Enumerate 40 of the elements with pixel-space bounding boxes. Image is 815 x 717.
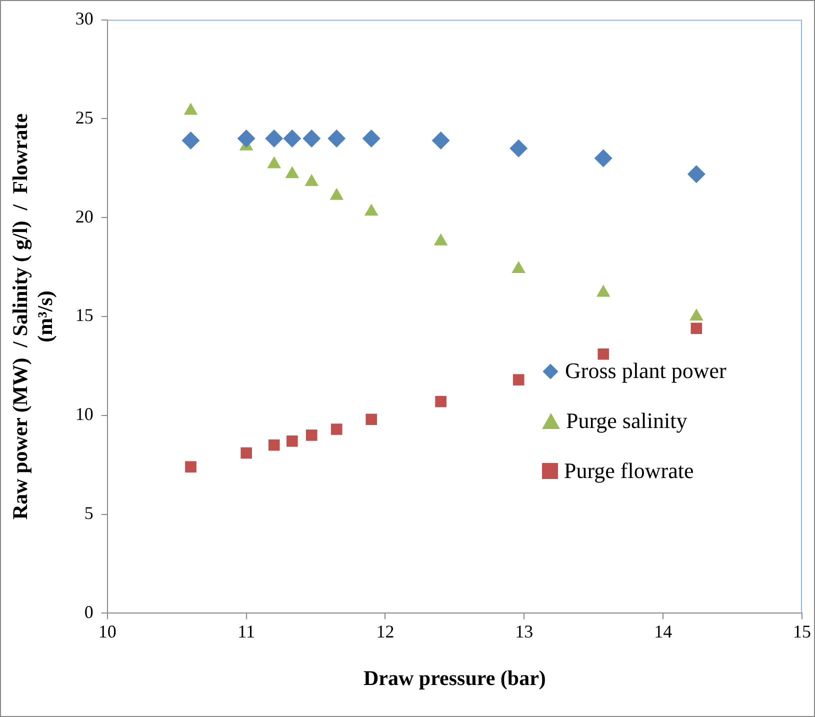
- point: [237, 129, 256, 148]
- point: [690, 322, 702, 334]
- point: [435, 396, 446, 408]
- point: [510, 139, 528, 158]
- point: [366, 414, 378, 426]
- point: [512, 374, 524, 386]
- point: [598, 348, 609, 360]
- point: [283, 129, 302, 148]
- legend-label: Gross plant power: [565, 358, 726, 384]
- x-tick-label: 10: [98, 622, 116, 642]
- point: [268, 439, 280, 451]
- point: [594, 149, 612, 168]
- point: [306, 430, 318, 441]
- point: [182, 131, 200, 150]
- point: [362, 129, 380, 148]
- y-tick-label: 20: [75, 206, 94, 226]
- y-tick-label: 10: [75, 404, 94, 424]
- y-tick-label: 5: [84, 503, 94, 524]
- y-axis-title: Raw power (MW) / Salinity ( g/l) / Flowrate (m³/s): [8, 113, 58, 520]
- point: [286, 435, 298, 447]
- y-tick-label: 15: [75, 305, 94, 326]
- point: [302, 129, 321, 148]
- point: [265, 129, 284, 148]
- point: [432, 131, 450, 150]
- x-tick-label: 15: [793, 622, 811, 642]
- legend-label: Purge flowrate: [564, 458, 694, 484]
- x-tick-label: 13: [515, 622, 534, 642]
- legend-label: Purge salinity: [566, 408, 688, 434]
- x-axis-title: Draw pressure (bar): [364, 666, 546, 690]
- y-tick-label: 0: [84, 602, 94, 622]
- point: [185, 461, 196, 472]
- x-tick-label: 14: [654, 622, 672, 642]
- y-tick-label: 25: [75, 107, 94, 128]
- point: [330, 424, 342, 435]
- x-tick-label: 11: [238, 622, 255, 642]
- x-tick-label: 12: [376, 622, 394, 642]
- point: [687, 165, 706, 184]
- point: [240, 447, 252, 459]
- point: [328, 129, 346, 148]
- y-tick-label: 30: [75, 8, 94, 29]
